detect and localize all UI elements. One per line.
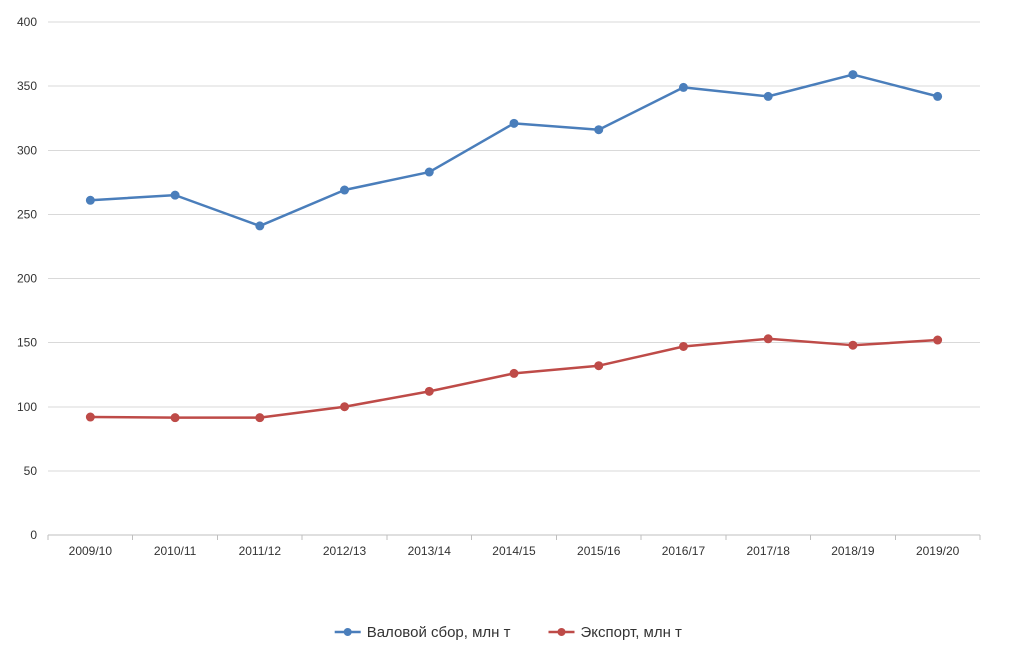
data-point — [594, 125, 604, 135]
data-point — [85, 412, 95, 422]
data-point — [594, 361, 604, 371]
x-tick-label: 2016/17 — [662, 544, 706, 558]
y-tick-label: 0 — [30, 528, 37, 542]
data-point — [509, 118, 519, 128]
legend: Валовой сбор, млн т Экспорт, млн т — [334, 624, 683, 641]
legend-item: Экспорт, млн т — [548, 624, 683, 641]
x-tick-label: 2018/19 — [831, 544, 875, 558]
y-tick-label: 150 — [17, 336, 37, 350]
x-tick-label: 2014/15 — [492, 544, 536, 558]
y-axis-ticks: 0 50 100 150 200 250 300 350 400 — [17, 15, 37, 542]
y-tick-label: 400 — [17, 15, 37, 29]
x-tick-label: 2013/14 — [408, 544, 452, 558]
x-tick-label: 2012/13 — [323, 544, 367, 558]
data-point — [170, 190, 180, 200]
data-point — [848, 340, 858, 350]
data-point — [424, 386, 434, 396]
data-point — [340, 402, 350, 412]
series-1 — [85, 334, 943, 423]
data-point — [509, 368, 519, 378]
series-lines — [85, 70, 943, 423]
data-point — [255, 413, 265, 423]
legend-label: Экспорт, млн т — [581, 624, 683, 641]
x-tick-label: 2010/11 — [154, 544, 197, 558]
data-point — [678, 341, 688, 351]
x-tick-label: 2015/16 — [577, 544, 621, 558]
data-point — [933, 335, 943, 345]
y-tick-label: 100 — [17, 400, 37, 414]
data-point — [170, 413, 180, 423]
y-tick-label: 250 — [17, 207, 37, 221]
legend-label: Валовой сбор, млн т — [367, 624, 511, 641]
data-point — [763, 91, 773, 101]
x-tick-label: 2011/12 — [239, 544, 282, 558]
legend-item: Валовой сбор, млн т — [334, 624, 511, 641]
data-point — [848, 70, 858, 80]
data-point — [85, 195, 95, 205]
x-tick-label: 2019/20 — [916, 544, 960, 558]
y-tick-label: 200 — [17, 272, 37, 286]
data-point — [340, 185, 350, 195]
y-tick-label: 50 — [24, 464, 38, 478]
x-tick-label: 2017/18 — [746, 544, 790, 558]
series-0 — [85, 70, 943, 231]
data-point — [763, 334, 773, 344]
x-tick-label: 2009/10 — [69, 544, 113, 558]
data-point — [424, 167, 434, 177]
data-point — [255, 221, 265, 231]
data-point — [933, 91, 943, 101]
gridlines — [48, 21, 980, 536]
y-tick-label: 350 — [17, 79, 37, 93]
legend-marker — [557, 628, 566, 636]
y-tick-label: 300 — [17, 143, 37, 157]
series-line — [89, 337, 939, 419]
legend-marker — [343, 628, 352, 636]
x-axis-ticks: 2009/10 2010/11 2011/12 2012/13 2013/14 2014/… — [47, 535, 981, 558]
data-point — [678, 82, 688, 92]
